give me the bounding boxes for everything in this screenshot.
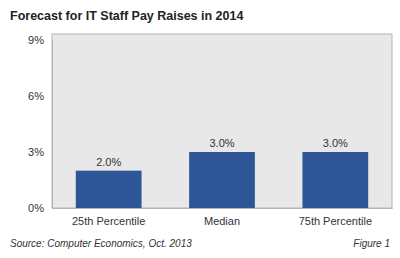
x-axis: 25th Percentile Median 75th Percentile [53,208,393,227]
y-tick-label: 9% [28,34,44,46]
y-tick: 3% [28,146,52,158]
data-label: 2.0% [96,156,121,168]
figure-label: Figure 1 [353,238,390,249]
y-axis: 0% 3% 6% 9% [28,34,52,214]
x-tick-label: 25th Percentile [72,215,145,227]
bar [189,152,255,208]
data-label: 3.0% [209,137,234,149]
title: Forecast for IT Staff Pay Raises in 2014 [10,9,243,23]
x-tick-label: Median [204,215,240,227]
y-tick-label: 6% [28,90,44,102]
bars [76,152,368,208]
x-tick: Median [204,208,240,227]
bar [76,171,142,208]
y-tick: 0% [28,202,52,214]
x-tick-label: 75th Percentile [299,215,372,227]
source-note: Source: Computer Economics, Oct. 2013 [10,238,192,249]
y-axis-line [52,41,53,209]
plot-area [52,34,392,208]
data-labels: 2.0% 3.0% 3.0% [96,137,348,168]
y-tick: 9% [28,34,52,46]
x-tick: 75th Percentile [299,208,372,227]
bar [302,152,368,208]
x-axis-line [53,208,393,209]
y-tick-label: 0% [28,202,44,214]
chart: Forecast for IT Staff Pay Raises in 2014… [0,0,400,258]
data-label: 3.0% [323,137,348,149]
y-tick: 6% [28,90,52,102]
y-tick-label: 3% [28,146,44,158]
x-tick: 25th Percentile [72,208,145,227]
